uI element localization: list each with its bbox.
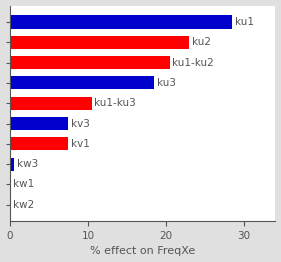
Text: ku1: ku1 (235, 17, 254, 27)
Bar (10, 157, 14, 171)
Text: ku3: ku3 (157, 78, 176, 88)
Text: kv1: kv1 (71, 139, 90, 149)
Text: ku2: ku2 (192, 37, 211, 47)
Bar (10, 97, 92, 110)
Text: kw3: kw3 (17, 159, 38, 169)
Bar (10, 76, 154, 90)
Text: kw1: kw1 (13, 179, 35, 189)
Text: kw2: kw2 (13, 200, 34, 210)
Text: ku1-ku3: ku1-ku3 (94, 98, 136, 108)
Bar (10, 15, 232, 29)
Text: ku1-ku2: ku1-ku2 (172, 58, 214, 68)
Text: kv3: kv3 (71, 118, 90, 129)
Bar (10, 137, 68, 150)
Bar (10, 178, 11, 191)
Bar (10, 56, 170, 69)
Bar (10, 117, 68, 130)
X-axis label: % effect on FreqXe: % effect on FreqXe (90, 247, 195, 256)
Bar (10, 36, 189, 49)
